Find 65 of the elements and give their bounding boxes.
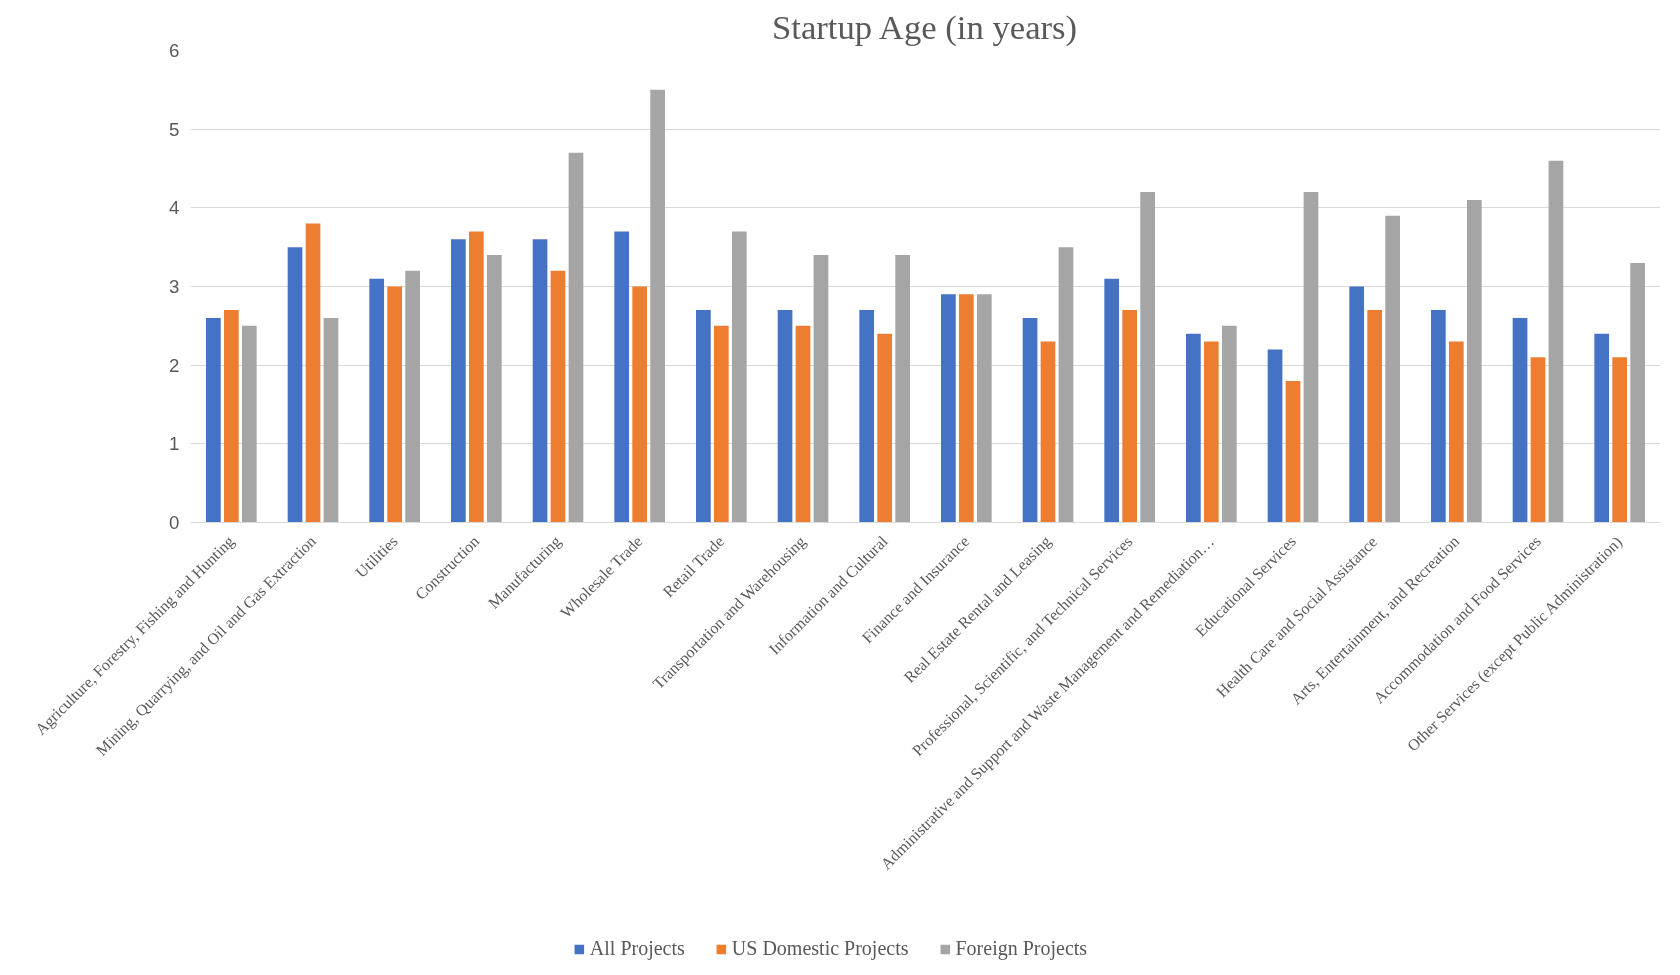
bar — [206, 317, 221, 523]
bar — [813, 255, 829, 523]
bar — [1612, 357, 1628, 523]
bar — [1203, 341, 1219, 523]
bar — [223, 310, 239, 523]
bar — [795, 325, 811, 523]
bar — [632, 286, 648, 523]
bar — [1512, 317, 1528, 523]
bar — [287, 247, 303, 523]
bar — [1385, 215, 1400, 523]
y-tick-label: 0 — [169, 512, 180, 533]
bar — [1140, 192, 1155, 523]
legend-label: All Projects — [589, 937, 685, 960]
bar — [532, 239, 548, 523]
bar — [323, 317, 339, 523]
bar — [1267, 349, 1283, 523]
bar — [777, 310, 793, 523]
bar — [650, 89, 665, 523]
bar — [1530, 357, 1546, 523]
bar — [1466, 199, 1482, 523]
bar — [859, 310, 875, 523]
bar — [958, 294, 974, 523]
bar — [468, 231, 484, 523]
bar — [941, 294, 956, 523]
legend-label: Foreign Projects — [955, 937, 1088, 960]
y-tick-label: 2 — [169, 354, 180, 376]
bar — [1022, 317, 1038, 523]
bar — [486, 255, 502, 523]
bar — [550, 270, 566, 523]
bar — [696, 310, 711, 523]
bar — [1122, 310, 1138, 523]
bar — [614, 231, 630, 523]
bar — [305, 223, 321, 523]
bar — [976, 294, 992, 523]
chart-title: Startup Age (in years) — [772, 7, 1078, 47]
y-tick-label: 6 — [169, 40, 180, 61]
bar — [1630, 262, 1645, 523]
bar — [451, 239, 466, 523]
bar — [1349, 286, 1365, 523]
bar — [713, 325, 729, 523]
bar — [1367, 310, 1383, 523]
y-tick-label: 3 — [169, 276, 180, 297]
bar — [405, 270, 420, 523]
bar — [1040, 341, 1056, 523]
bar — [1303, 192, 1319, 523]
y-tick-label: 1 — [169, 433, 180, 455]
bar — [731, 231, 747, 523]
y-tick-label: 4 — [169, 197, 180, 219]
bar — [1104, 278, 1120, 523]
bar — [1548, 160, 1564, 523]
bar — [895, 255, 910, 523]
bar — [1186, 333, 1201, 523]
bar — [369, 278, 385, 523]
bar — [1448, 341, 1464, 523]
bar — [1285, 380, 1301, 523]
bar — [1431, 310, 1446, 523]
bar — [568, 152, 584, 523]
legend-label: US Domestic Projects — [731, 937, 909, 960]
bar — [1594, 333, 1610, 523]
bar — [1058, 247, 1074, 523]
bar — [1221, 325, 1237, 523]
bar — [877, 333, 893, 523]
bar — [387, 286, 403, 523]
y-tick-label: 5 — [169, 118, 180, 140]
bar — [241, 325, 257, 523]
